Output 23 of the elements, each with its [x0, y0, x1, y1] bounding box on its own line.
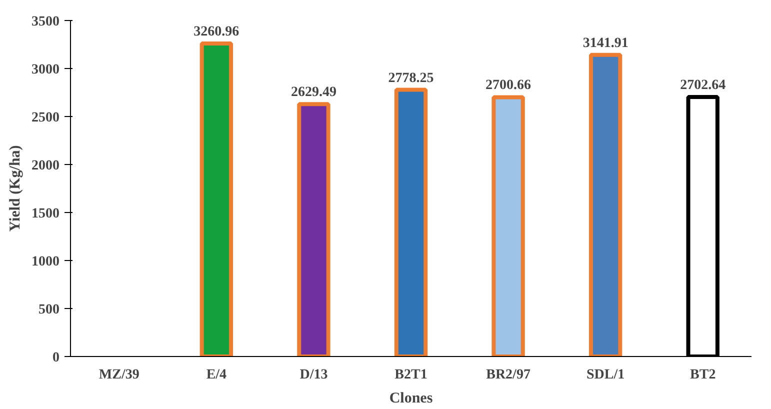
data-label: 2702.64 [680, 78, 726, 94]
y-tick-label: 3500 [32, 14, 60, 30]
y-tick-label: 2000 [32, 158, 60, 174]
y-tick-label: 500 [38, 302, 60, 318]
data-label: 3260.96 [194, 24, 240, 40]
y-tick-label: 1000 [32, 254, 60, 270]
x-tick-label: E/4 [206, 368, 227, 382]
data-label: 2778.25 [388, 70, 434, 86]
y-tick-label: 3000 [32, 62, 60, 78]
x-tick-label: D/13 [300, 368, 328, 382]
x-tick-label: B2T1 [394, 368, 428, 382]
x-axis-title: Clones [389, 390, 433, 406]
y-tick-label: 0 [52, 350, 60, 366]
y-tick-label: 1500 [32, 206, 60, 222]
y-tick-label: 2500 [32, 110, 60, 126]
x-tick-label: BT2 [690, 368, 716, 382]
x-tick-label: SDL/1 [586, 368, 625, 382]
x-tick-label: MZ/39 [98, 368, 140, 382]
data-label: 3141.91 [582, 36, 628, 51]
x-tick-label: BR2/97 [486, 368, 530, 382]
y-axis-title: Yield (Kg/ha) [8, 145, 24, 232]
data-label: 2700.66 [486, 78, 532, 94]
data-label: 2629.49 [290, 85, 336, 100]
